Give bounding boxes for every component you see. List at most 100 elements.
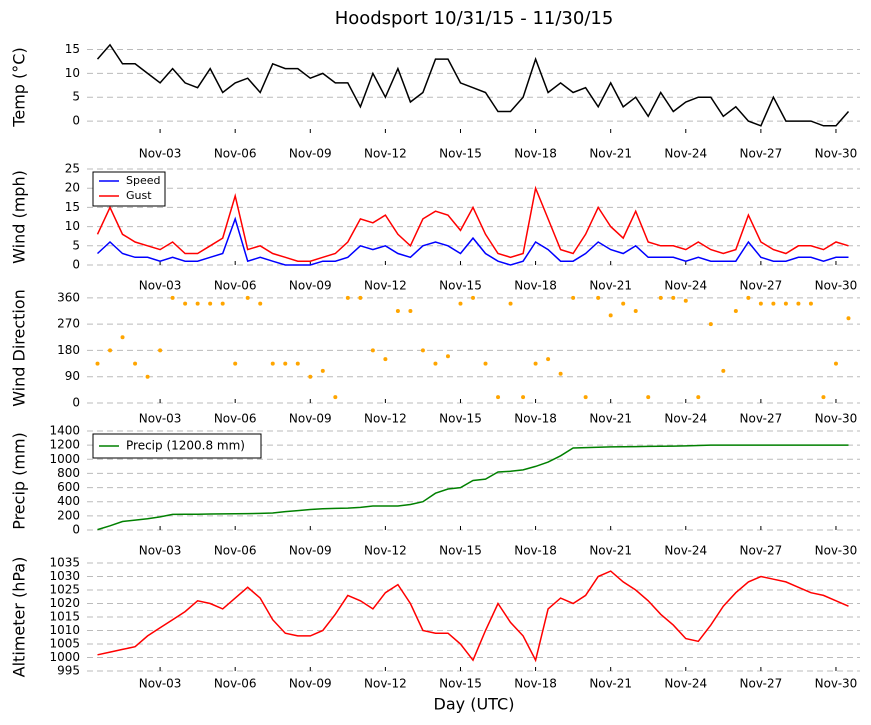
x-tick-label: Nov-06 bbox=[214, 279, 257, 293]
x-tick-label: Nov-03 bbox=[139, 677, 182, 691]
x-tick-label: Nov-27 bbox=[740, 147, 783, 161]
data-line bbox=[96, 216, 849, 266]
scatter-point bbox=[708, 322, 713, 327]
scatter-point bbox=[658, 295, 663, 300]
x-tick-label: Nov-15 bbox=[439, 677, 482, 691]
data-line bbox=[97, 444, 849, 531]
x-tick-label: Nov-30 bbox=[815, 677, 858, 691]
data-line bbox=[96, 185, 849, 262]
scatter-point bbox=[621, 301, 626, 306]
y-tick-label: 1030 bbox=[49, 569, 80, 583]
scatter-point bbox=[108, 348, 113, 353]
scatter-point bbox=[283, 361, 288, 366]
y-axis-label: Precip (mm) bbox=[10, 432, 29, 530]
scatter-point bbox=[320, 368, 325, 373]
x-tick-label: Nov-15 bbox=[439, 147, 482, 161]
y-tick-label: 0 bbox=[72, 258, 80, 272]
x-tick-label: Nov-06 bbox=[214, 147, 257, 161]
x-tick-label: Nov-12 bbox=[364, 279, 407, 293]
scatter-point bbox=[433, 361, 438, 366]
x-tick-label: Nov-12 bbox=[364, 147, 407, 161]
scatter-point bbox=[95, 361, 100, 366]
scatter-point bbox=[120, 335, 125, 340]
scatter-point bbox=[220, 301, 225, 306]
y-tick-label: 600 bbox=[57, 480, 80, 494]
x-tick-label: Nov-24 bbox=[664, 544, 707, 558]
y-tick-label: 1005 bbox=[49, 637, 80, 651]
x-tick-label: Nov-18 bbox=[514, 279, 557, 293]
scatter-point bbox=[370, 348, 375, 353]
scatter-point bbox=[233, 361, 238, 366]
x-tick-label: Nov-09 bbox=[289, 544, 332, 558]
x-tick-label: Nov-09 bbox=[289, 147, 332, 161]
legend-box bbox=[92, 171, 166, 207]
scatter-point bbox=[758, 301, 763, 306]
scatter-point bbox=[671, 295, 676, 300]
x-tick-label: Nov-18 bbox=[514, 412, 557, 426]
scatter-point bbox=[583, 395, 588, 400]
scatter-point bbox=[183, 301, 188, 306]
y-tick-label: 1000 bbox=[49, 452, 80, 466]
scatter-point bbox=[458, 301, 463, 306]
y-tick-label: 1035 bbox=[49, 556, 80, 570]
y-axis-label: Wind Direction bbox=[10, 289, 29, 407]
y-tick-label: 90 bbox=[65, 369, 80, 383]
x-tick-label: Nov-12 bbox=[364, 677, 407, 691]
y-tick-label: 180 bbox=[57, 343, 80, 357]
scatter-point bbox=[746, 295, 751, 300]
y-tick-label: 10 bbox=[65, 66, 80, 80]
scatter-point bbox=[771, 301, 776, 306]
x-tick-label: Nov-09 bbox=[289, 412, 332, 426]
x-tick-label: Nov-30 bbox=[815, 544, 858, 558]
scatter-point bbox=[408, 308, 413, 313]
scatter-point bbox=[808, 301, 813, 306]
scatter-point bbox=[133, 361, 138, 366]
x-tick-label: Nov-24 bbox=[664, 412, 707, 426]
y-tick-label: 15 bbox=[65, 42, 80, 56]
x-tick-label: Nov-24 bbox=[664, 147, 707, 161]
y-tick-label: 270 bbox=[57, 317, 80, 331]
scatter-point bbox=[846, 316, 851, 321]
y-tick-label: 0 bbox=[72, 114, 80, 128]
y-tick-label: 1000 bbox=[49, 650, 80, 664]
y-tick-label: 360 bbox=[57, 290, 80, 304]
x-tick-label: Nov-03 bbox=[139, 147, 182, 161]
data-line bbox=[96, 43, 850, 127]
x-tick-label: Nov-18 bbox=[514, 147, 557, 161]
y-tick-label: 995 bbox=[57, 664, 80, 678]
scatter-point bbox=[208, 301, 213, 306]
y-tick-label: 5 bbox=[72, 90, 80, 104]
scatter-point bbox=[821, 395, 826, 400]
x-tick-label: Nov-15 bbox=[439, 412, 482, 426]
scatter-point bbox=[358, 295, 363, 300]
scatter-point bbox=[395, 308, 400, 313]
y-tick-label: 1010 bbox=[49, 623, 80, 637]
scatter-point bbox=[445, 354, 450, 359]
scatter-point bbox=[258, 301, 263, 306]
scatter-point bbox=[633, 308, 638, 313]
x-tick-label: Nov-18 bbox=[514, 544, 557, 558]
scatter-point bbox=[571, 295, 576, 300]
x-tick-label: Nov-30 bbox=[815, 279, 858, 293]
scatter-point bbox=[145, 374, 150, 379]
x-tick-label: Nov-18 bbox=[514, 677, 557, 691]
x-tick-label: Nov-27 bbox=[740, 279, 783, 293]
x-tick-label: Nov-21 bbox=[589, 279, 632, 293]
scatter-point bbox=[721, 368, 726, 373]
x-tick-label: Nov-21 bbox=[589, 677, 632, 691]
scatter-point bbox=[833, 361, 838, 366]
x-tick-label: Nov-21 bbox=[589, 544, 632, 558]
figure-title: Hoodsport 10/31/15 - 11/30/15 bbox=[335, 8, 614, 29]
y-tick-label: 400 bbox=[57, 494, 80, 508]
y-axis-label: Wind (mph) bbox=[10, 170, 29, 264]
scatter-point bbox=[596, 295, 601, 300]
y-tick-label: 10 bbox=[65, 219, 80, 233]
y-tick-label: 1200 bbox=[49, 438, 80, 452]
x-tick-label: Nov-06 bbox=[214, 677, 257, 691]
scatter-point bbox=[646, 395, 651, 400]
y-tick-label: 25 bbox=[65, 162, 80, 176]
x-tick-label: Nov-24 bbox=[664, 677, 707, 691]
x-axis-label: Day (UTC) bbox=[434, 695, 515, 714]
y-tick-label: 1020 bbox=[49, 596, 80, 610]
